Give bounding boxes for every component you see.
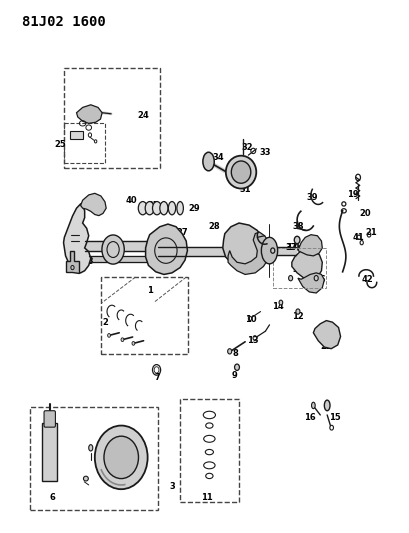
Ellipse shape bbox=[153, 201, 162, 215]
Ellipse shape bbox=[294, 236, 300, 244]
Text: 30: 30 bbox=[227, 161, 239, 170]
Ellipse shape bbox=[261, 237, 278, 264]
Ellipse shape bbox=[324, 400, 330, 411]
Polygon shape bbox=[70, 131, 83, 139]
Text: 29: 29 bbox=[189, 204, 200, 213]
Ellipse shape bbox=[102, 235, 124, 264]
Ellipse shape bbox=[289, 276, 293, 281]
Polygon shape bbox=[76, 105, 102, 123]
Polygon shape bbox=[313, 320, 341, 349]
Text: 39: 39 bbox=[306, 193, 318, 202]
Text: 42: 42 bbox=[361, 275, 373, 284]
Text: 8: 8 bbox=[232, 350, 238, 359]
Text: 40: 40 bbox=[126, 196, 137, 205]
Text: 24: 24 bbox=[138, 111, 149, 120]
FancyBboxPatch shape bbox=[44, 411, 55, 427]
Ellipse shape bbox=[226, 156, 256, 189]
Text: 38: 38 bbox=[292, 222, 303, 231]
Text: 81J02 1600: 81J02 1600 bbox=[22, 14, 106, 29]
Text: 3: 3 bbox=[169, 482, 175, 491]
Ellipse shape bbox=[145, 201, 154, 215]
Text: 32: 32 bbox=[241, 143, 253, 152]
Bar bbox=[64, 123, 105, 163]
Ellipse shape bbox=[89, 445, 93, 451]
Polygon shape bbox=[298, 273, 324, 293]
Ellipse shape bbox=[279, 300, 283, 305]
Text: 36: 36 bbox=[315, 275, 326, 284]
Text: 1: 1 bbox=[147, 286, 153, 295]
Ellipse shape bbox=[271, 248, 275, 253]
Text: 28: 28 bbox=[209, 222, 220, 231]
Polygon shape bbox=[81, 193, 106, 216]
Text: 35: 35 bbox=[148, 201, 160, 210]
Text: 25: 25 bbox=[54, 140, 66, 149]
Text: 17: 17 bbox=[286, 244, 298, 253]
Ellipse shape bbox=[312, 402, 315, 409]
Text: 31: 31 bbox=[239, 185, 251, 194]
Text: 16: 16 bbox=[304, 413, 316, 422]
Bar bbox=[64, 68, 160, 168]
Ellipse shape bbox=[234, 364, 239, 370]
Bar bbox=[30, 407, 158, 511]
Ellipse shape bbox=[228, 349, 232, 354]
Ellipse shape bbox=[231, 161, 251, 183]
Bar bbox=[180, 399, 239, 503]
Ellipse shape bbox=[160, 201, 168, 215]
Ellipse shape bbox=[138, 201, 147, 215]
Text: 21: 21 bbox=[365, 228, 377, 237]
Text: 37: 37 bbox=[292, 265, 303, 273]
Text: 13: 13 bbox=[247, 336, 259, 345]
Polygon shape bbox=[223, 223, 263, 268]
Polygon shape bbox=[298, 235, 322, 256]
Text: 7: 7 bbox=[155, 373, 161, 382]
Ellipse shape bbox=[132, 342, 135, 345]
Polygon shape bbox=[292, 249, 322, 280]
Ellipse shape bbox=[203, 152, 214, 171]
Text: 26: 26 bbox=[176, 244, 188, 253]
Ellipse shape bbox=[104, 436, 139, 479]
Text: 14: 14 bbox=[272, 302, 283, 311]
Ellipse shape bbox=[296, 309, 300, 314]
Text: 27: 27 bbox=[176, 228, 188, 237]
Text: 37b: 37b bbox=[285, 244, 303, 253]
Ellipse shape bbox=[314, 276, 318, 281]
Text: 10: 10 bbox=[245, 315, 257, 324]
Text: 5: 5 bbox=[114, 450, 120, 459]
Text: 43: 43 bbox=[83, 257, 94, 265]
Ellipse shape bbox=[83, 476, 88, 481]
Text: 4: 4 bbox=[122, 477, 128, 486]
Polygon shape bbox=[63, 204, 91, 273]
Text: 11: 11 bbox=[201, 492, 212, 502]
Ellipse shape bbox=[177, 201, 183, 215]
Text: 23: 23 bbox=[249, 238, 261, 247]
Bar bbox=[42, 423, 57, 481]
Polygon shape bbox=[66, 251, 79, 273]
Text: 20: 20 bbox=[359, 209, 371, 218]
Ellipse shape bbox=[121, 338, 124, 342]
Text: 34: 34 bbox=[213, 154, 225, 163]
Bar bbox=[273, 248, 326, 288]
Text: 19: 19 bbox=[347, 190, 359, 199]
Text: 41: 41 bbox=[353, 233, 365, 242]
Ellipse shape bbox=[169, 201, 175, 215]
Bar bbox=[101, 277, 188, 354]
Text: 18: 18 bbox=[264, 254, 275, 263]
Ellipse shape bbox=[95, 425, 148, 489]
Ellipse shape bbox=[108, 334, 110, 337]
Text: 2: 2 bbox=[102, 318, 108, 327]
Text: 33: 33 bbox=[260, 148, 271, 157]
Text: 12: 12 bbox=[292, 312, 304, 321]
Text: 22: 22 bbox=[321, 342, 332, 351]
Polygon shape bbox=[146, 224, 187, 274]
Text: 9: 9 bbox=[232, 370, 238, 379]
Text: 15: 15 bbox=[328, 413, 340, 422]
Text: 6: 6 bbox=[49, 492, 55, 502]
Polygon shape bbox=[228, 232, 272, 274]
